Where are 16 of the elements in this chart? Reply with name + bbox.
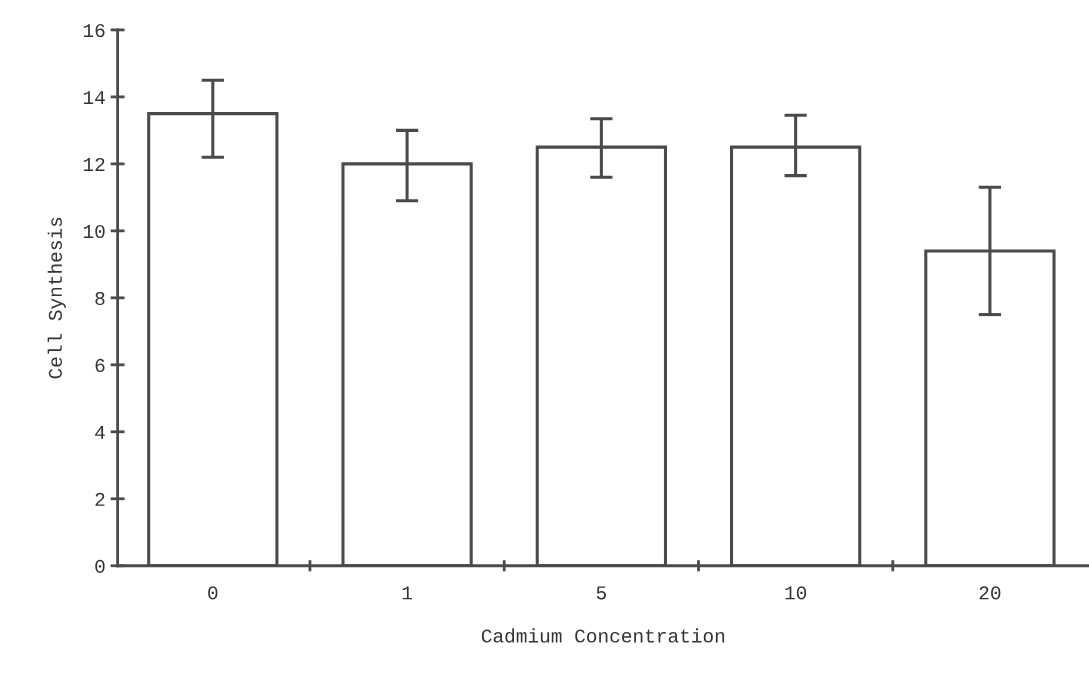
y-tick-label: 0	[95, 559, 105, 573]
x-tick-label: 0	[208, 586, 218, 600]
y-tick-label: 16	[83, 23, 105, 38]
x-tick-label: 20	[979, 586, 1001, 600]
x-axis-title: Cadmium Concentration	[481, 628, 725, 643]
y-tick-label: 8	[95, 291, 105, 306]
y-tick-label: 4	[95, 426, 105, 439]
x-tick-label: 5	[596, 586, 606, 600]
y-tick-label: 2	[95, 492, 105, 506]
x-tick-label: 1	[402, 586, 412, 600]
y-tick-label: 10	[83, 224, 105, 239]
y-tick-label: 6	[95, 358, 105, 373]
y-axis-title: Cell Synthesis	[47, 217, 66, 379]
y-tick-label: 14	[83, 91, 105, 104]
x-tick-label: 10	[785, 586, 807, 600]
y-tick-label: 12	[83, 157, 105, 171]
